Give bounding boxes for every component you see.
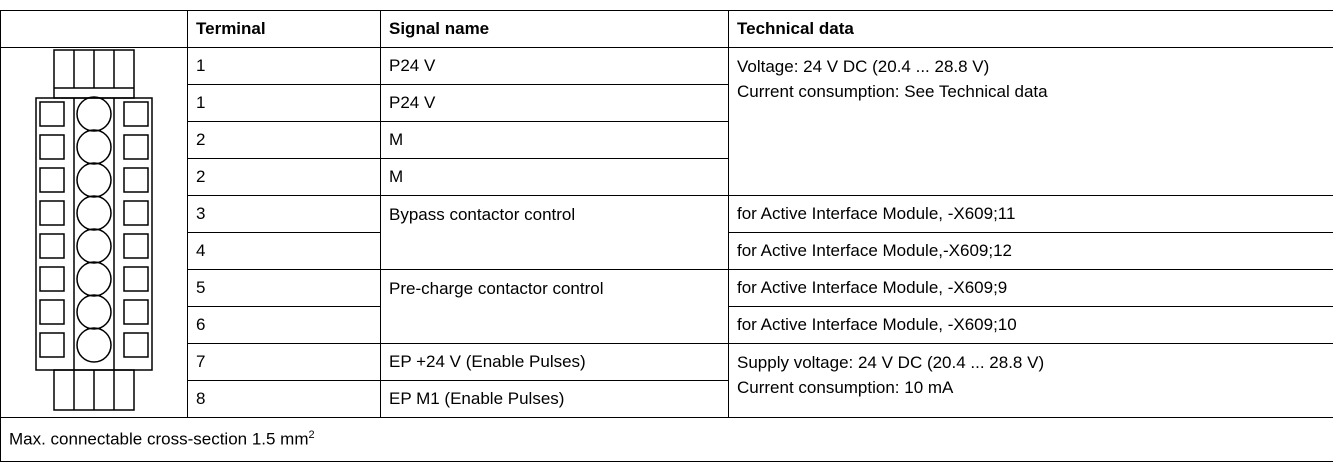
terminal: 8	[187, 380, 381, 418]
tech-data: for Active Interface Module,-X609;12	[728, 232, 1333, 270]
connector-part	[123, 167, 149, 193]
terminal: 2	[187, 121, 381, 159]
terminal: 7	[187, 343, 381, 381]
signal: P24 V	[380, 84, 729, 122]
connector-part	[123, 200, 149, 226]
connector-part	[76, 162, 112, 198]
connector-part	[123, 266, 149, 292]
header-row: Terminal Signal name Technical data	[0, 10, 1333, 48]
header-cell: Terminal	[187, 10, 381, 48]
connector-part	[76, 327, 112, 363]
terminal: 5	[187, 269, 381, 307]
terminal: 6	[187, 306, 381, 344]
tech-data: Voltage: 24 V DC (20.4 ... 28.8 V) Curren…	[728, 47, 1333, 196]
connector-part	[76, 129, 112, 165]
connector-part	[39, 299, 65, 325]
tech-line: Current consumption: See Technical data	[737, 82, 1048, 101]
connector-part	[76, 228, 112, 264]
connector-part	[39, 332, 65, 358]
signal: P24 V	[380, 47, 729, 85]
header-cell: Signal name	[380, 10, 729, 48]
connector-part	[123, 233, 149, 259]
connector-part	[39, 233, 65, 259]
connector-part	[123, 134, 149, 160]
terminal: 2	[187, 158, 381, 196]
tech-data: for Active Interface Module, -X609;10	[728, 306, 1333, 344]
connector-part	[39, 200, 65, 226]
header-cell: Technical data	[728, 10, 1333, 48]
connector-part	[39, 101, 65, 127]
terminal: 1	[187, 47, 381, 85]
connector-part	[39, 134, 65, 160]
tech-line: Current consumption: 10 mA	[737, 378, 954, 397]
connector-image	[0, 47, 188, 418]
terminal: 1	[187, 84, 381, 122]
footer-superscript: 2	[308, 429, 315, 442]
footer-text: Max. connectable cross-section 1.5 mm	[9, 429, 309, 449]
terminal-table: Terminal Signal name Technical data 1 P2…	[0, 10, 1333, 462]
connector-part	[123, 299, 149, 325]
tech-data: Supply voltage: 24 V DC (20.4 ... 28.8 V…	[728, 343, 1333, 418]
connector-part	[76, 294, 112, 330]
signal: EP +24 V (Enable Pulses)	[380, 343, 729, 381]
tech-line: Supply voltage: 24 V DC (20.4 ... 28.8 V…	[737, 353, 1045, 372]
signal: M	[380, 121, 729, 159]
signal: Bypass contactor control	[380, 195, 729, 270]
tech-data: for Active Interface Module, -X609;11	[728, 195, 1333, 233]
terminal: 4	[187, 232, 381, 270]
terminal: 3	[187, 195, 381, 233]
connector-part	[123, 101, 149, 127]
signal: EP M1 (Enable Pulses)	[380, 380, 729, 418]
connector-part	[76, 261, 112, 297]
connector-part	[39, 266, 65, 292]
connector-part	[39, 167, 65, 193]
signal: M	[380, 158, 729, 196]
connector-drawing	[35, 49, 153, 411]
tech-data: for Active Interface Module, -X609;9	[728, 269, 1333, 307]
tech-line: Voltage: 24 V DC (20.4 ... 28.8 V)	[737, 57, 990, 76]
header-cell	[0, 10, 188, 48]
connector-part	[76, 195, 112, 231]
signal: Pre-charge contactor control	[380, 269, 729, 344]
footer: Max. connectable cross-section 1.5 mm2	[0, 417, 1333, 462]
connector-part	[76, 96, 112, 132]
connector-part	[123, 332, 149, 358]
